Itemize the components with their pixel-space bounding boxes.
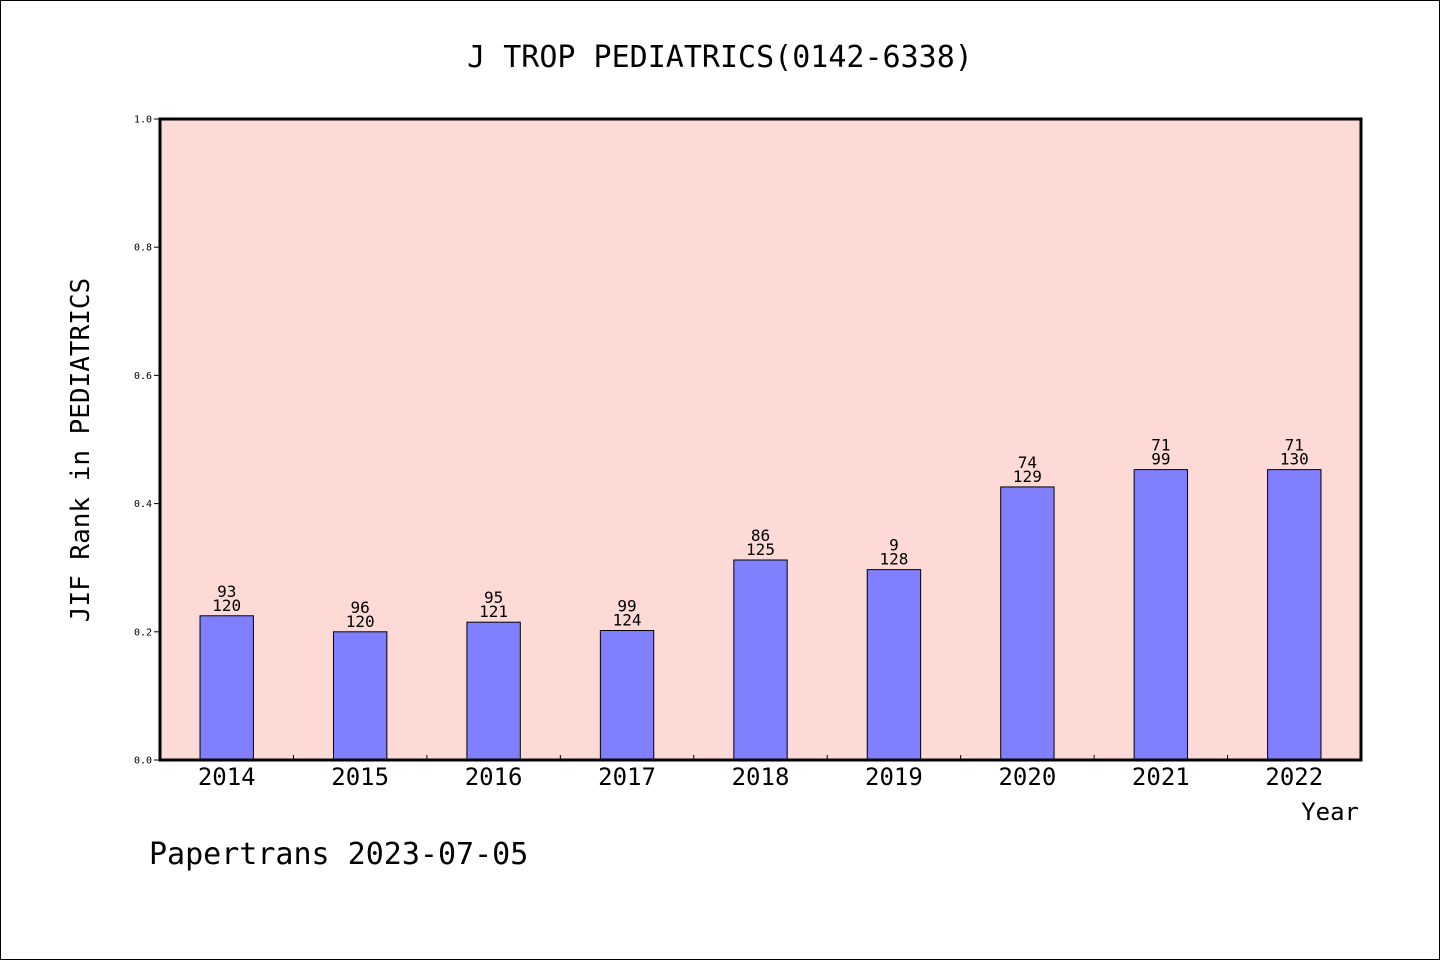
credit-text: Papertrans 2023-07-05 [149,837,528,872]
x-axis-label: Year [1301,798,1359,826]
y-tick-label: 0.6 [134,371,152,382]
x-tick-label: 2022 [1265,763,1323,791]
bar-rank-label: 96 [351,598,370,617]
y-axis-tick-labels: 0.0 0.2 0.4 0.6 0.8 1.0 [134,115,152,767]
bar-rank-label: 71 [1151,436,1170,455]
bar-total-label: 125 [746,540,775,559]
bar [1267,469,1322,761]
bar-total-label: 128 [879,550,908,569]
bar-total-label: 99 [1151,450,1170,469]
x-tick-label: 2015 [331,763,389,791]
bar-total-label: 124 [613,611,642,630]
x-tick-label: 2019 [865,763,923,791]
bar-total-label: 120 [212,596,241,615]
y-axis-label: JIF Rank in PEDIATRICS [66,278,96,622]
y-tick-label: 0.2 [134,627,152,638]
x-tick-label: 2020 [998,763,1056,791]
bar-rank-label: 9 [889,536,899,555]
x-tick-label: 2021 [1132,763,1190,791]
bar [866,569,922,761]
bar-rank-label: 95 [484,588,503,607]
y-tick-label: 0.0 [134,756,152,767]
x-axis-tick-labels: 2014 2015 2016 2017 2018 2019 2020 2021 2022 [198,763,1323,791]
y-tick-label: 0.8 [134,243,152,254]
bar-rank-label: 93 [217,582,236,601]
bar [1000,486,1055,761]
chart-title: J TROP PEDIATRICS(0142-6338) [467,40,973,75]
bar-rank-label: 99 [617,597,636,616]
bar-rank-label: 74 [1018,453,1037,472]
bar [733,559,788,761]
bar [599,630,655,761]
bar [1133,469,1189,761]
bar-rank-label: 71 [1285,436,1304,455]
y-tick-label: 1.0 [134,115,152,126]
bar-total-label: 120 [346,612,375,631]
bar-total-label: 129 [1013,467,1042,486]
bar [199,615,254,761]
bars [199,469,1322,761]
x-tick-label: 2014 [198,763,256,791]
x-tick-label: 2016 [465,763,523,791]
bar-rank-label: 86 [751,526,770,545]
bar-total-label: 121 [479,602,508,621]
x-tick-label: 2017 [598,763,656,791]
bar-total-label: 130 [1280,450,1309,469]
y-tick-label: 0.4 [134,499,152,510]
x-tick-label: 2018 [732,763,790,791]
bar [332,631,388,761]
bar [466,621,521,761]
plot-border [158,117,1363,762]
